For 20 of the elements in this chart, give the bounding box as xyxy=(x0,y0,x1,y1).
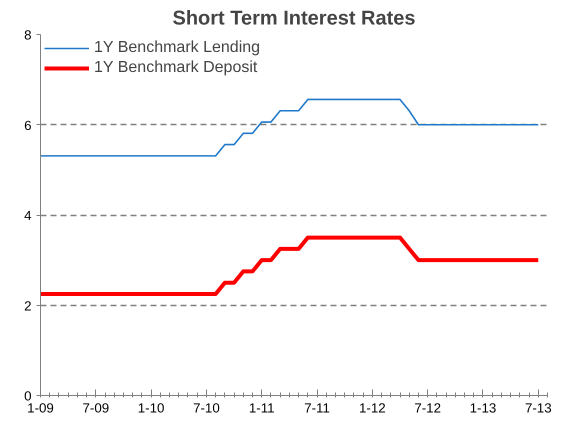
y-tick-label: 8 xyxy=(24,28,32,42)
x-tick-label: 7-12 xyxy=(414,400,442,416)
y-tick-label: 2 xyxy=(24,298,32,314)
legend-label: 1Y Benchmark Deposit xyxy=(94,59,258,77)
y-tick-label: 0 xyxy=(24,388,32,404)
x-tick-label: 1-12 xyxy=(359,400,386,416)
x-tick-label: 1-13 xyxy=(470,400,496,416)
legend-label: 1Y Benchmark Lending xyxy=(94,39,260,57)
x-tick-label: 1-11 xyxy=(248,400,275,416)
chart-title: Short Term Interest Rates xyxy=(172,8,416,30)
line-series xyxy=(40,98,540,157)
x-tick-label: 7-13 xyxy=(524,400,552,416)
y-tick-label: 4 xyxy=(24,208,32,223)
x-tick-label: 7-09 xyxy=(82,400,110,416)
y-tick-label: 6 xyxy=(24,118,32,133)
x-tick-label: 7-11 xyxy=(304,400,330,416)
x-tick-label: 1-10 xyxy=(138,400,164,416)
x-tick-label: 1-09 xyxy=(27,400,54,416)
x-tick-label: 7-10 xyxy=(193,400,220,416)
line-series xyxy=(40,236,540,296)
